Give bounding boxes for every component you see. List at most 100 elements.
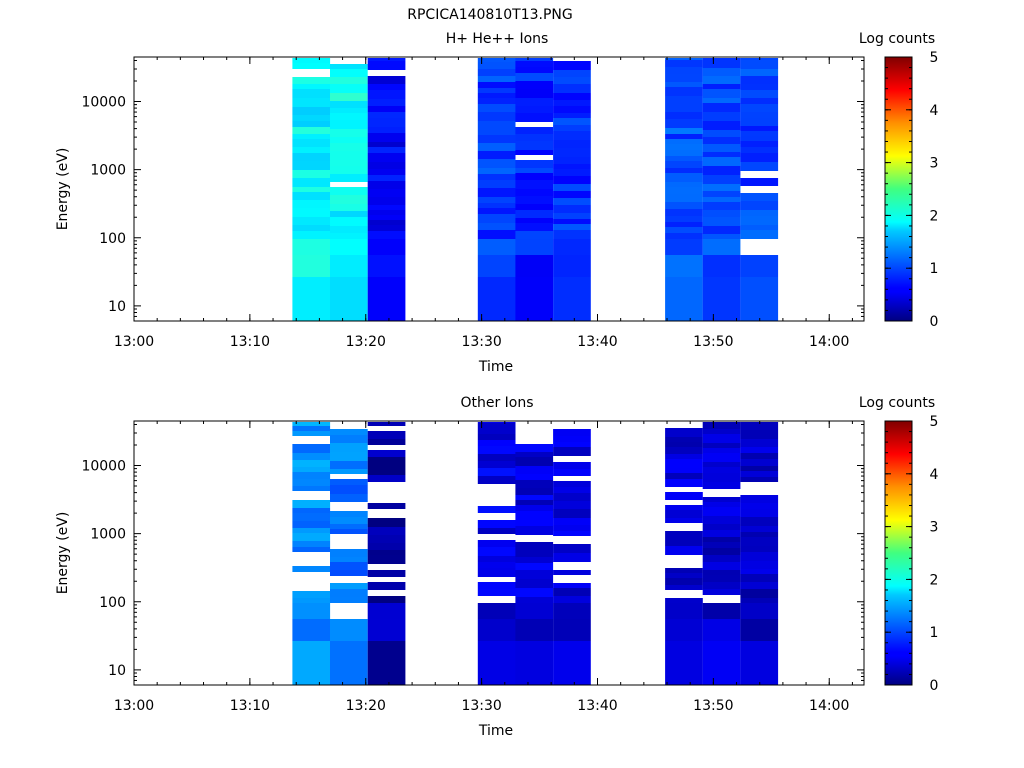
data-cell <box>702 130 741 137</box>
data-cell <box>740 619 779 641</box>
data-cell <box>740 561 779 569</box>
data-column <box>477 58 516 321</box>
data-cell <box>367 439 406 445</box>
data-cell <box>702 562 741 570</box>
data-cell <box>367 603 406 619</box>
data-cell <box>292 231 331 239</box>
data-cell <box>292 521 331 528</box>
plot-frame <box>133 56 865 322</box>
data-cell <box>330 570 368 576</box>
data-cell <box>553 531 591 536</box>
data-cell <box>330 151 368 160</box>
data-cell <box>740 84 779 90</box>
data-cell <box>553 570 591 575</box>
data-cell <box>740 477 779 482</box>
data-cell <box>740 430 779 439</box>
data-cell <box>292 467 331 472</box>
data-cell <box>477 82 516 88</box>
data-cell <box>553 255 591 277</box>
data-cell <box>477 174 516 180</box>
data-cell <box>477 62 516 69</box>
data-cell <box>515 570 554 579</box>
data-cell <box>292 58 331 63</box>
data-cell <box>740 90 779 98</box>
y-tick-label: 1000 <box>90 527 126 543</box>
colorbar-tick-label: 3 <box>930 520 939 536</box>
data-cell <box>367 169 406 175</box>
data-cell <box>292 444 331 453</box>
data-cell <box>553 553 591 562</box>
data-cell <box>367 255 406 277</box>
data-cell <box>702 210 741 217</box>
data-cell <box>367 431 406 439</box>
plot-area: 13:00 13:10 13:20 13:30 13:40 13:50 14:0010100… <box>81 50 938 350</box>
data-cell <box>477 423 516 429</box>
data-cell <box>515 127 554 134</box>
data-cell <box>330 120 368 129</box>
data-cell <box>740 422 779 430</box>
data-cell <box>367 570 406 577</box>
data-cell <box>740 552 779 561</box>
data-cell <box>292 121 331 127</box>
data-cell <box>292 153 331 161</box>
data-cell <box>292 161 331 170</box>
data-cell <box>665 227 703 233</box>
data-cell <box>665 479 703 487</box>
y-tick-label: 100 <box>99 595 126 611</box>
data-cell <box>702 234 741 239</box>
data-cell <box>477 130 516 135</box>
data-cell <box>515 239 554 255</box>
data-cell <box>477 112 516 121</box>
data-column <box>292 58 331 321</box>
data-cell <box>330 443 368 452</box>
data-cell <box>367 112 406 118</box>
data-cell <box>665 518 703 523</box>
data-cell <box>665 573 703 578</box>
data-cell <box>553 641 591 685</box>
x-tick-label: 13:10 <box>230 334 270 350</box>
data-cell <box>292 63 331 69</box>
data-cell <box>477 143 516 151</box>
x-axis-label: Time <box>478 359 513 375</box>
data-cell <box>292 533 331 541</box>
data-cell <box>702 443 741 448</box>
data-cell <box>702 144 741 152</box>
data-cell <box>367 162 406 169</box>
data-cell <box>553 447 591 456</box>
data-cell <box>477 239 516 255</box>
data-cell <box>740 517 779 526</box>
x-tick-label: 13:00 <box>114 334 154 350</box>
data-cell <box>292 566 331 572</box>
data-cell <box>553 518 591 525</box>
data-cell <box>477 255 516 277</box>
colorbar-tick-label: 5 <box>930 50 939 66</box>
data-cell <box>330 479 368 485</box>
data-cell <box>515 488 554 495</box>
data-cell <box>477 446 516 454</box>
data-cell <box>367 133 406 142</box>
data-cell <box>367 90 406 99</box>
data-column <box>553 429 591 685</box>
x-tick-label: 13:40 <box>577 698 617 714</box>
data-cell <box>553 176 591 184</box>
data-cell <box>553 224 591 230</box>
data-cell <box>477 214 516 223</box>
data-cell <box>553 588 591 596</box>
data-cell <box>367 118 406 127</box>
data-column <box>367 422 406 685</box>
data-cell <box>477 547 516 556</box>
data-cell <box>292 591 331 598</box>
data-cell <box>477 556 516 562</box>
data-cell <box>515 452 554 457</box>
data-cell <box>515 474 554 480</box>
data-cell <box>665 112 703 119</box>
data-cell <box>702 68 741 76</box>
data-cell <box>553 77 591 84</box>
data-cell <box>553 61 591 70</box>
data-cell <box>367 225 406 231</box>
data-cell <box>292 619 331 641</box>
data-cell <box>292 147 331 153</box>
data-cell <box>553 191 591 198</box>
data-cell <box>740 147 779 153</box>
data-cell <box>553 205 591 213</box>
